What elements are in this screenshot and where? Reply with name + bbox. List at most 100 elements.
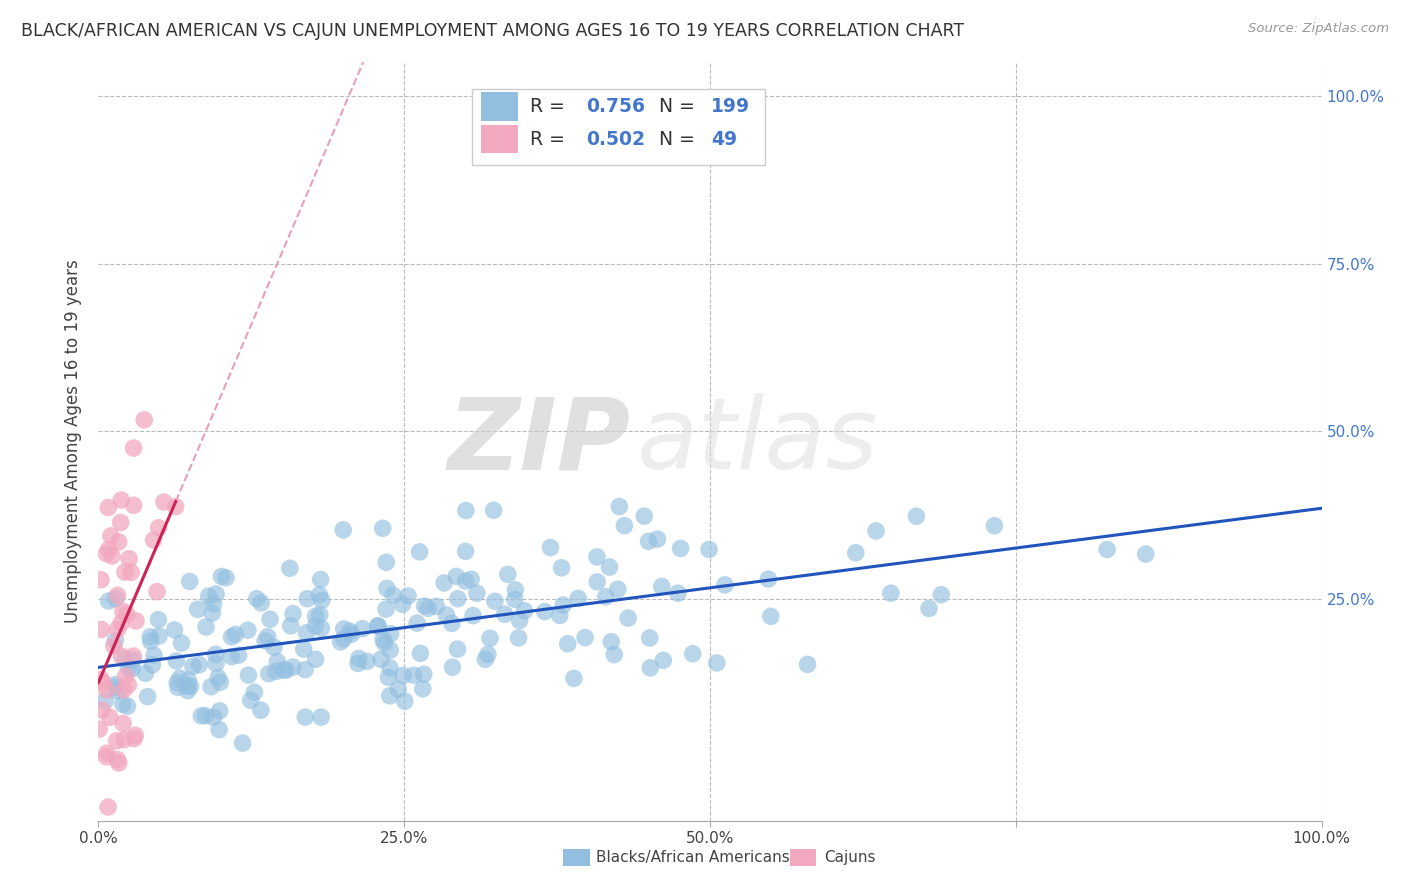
Point bbox=[441, 660, 464, 674]
Point bbox=[110, 516, 132, 530]
Point bbox=[112, 732, 135, 747]
Point bbox=[259, 612, 281, 626]
Point bbox=[195, 620, 218, 634]
Text: R =: R = bbox=[530, 129, 571, 149]
Point bbox=[165, 500, 187, 514]
Point bbox=[221, 649, 243, 664]
Point bbox=[125, 614, 148, 628]
Point bbox=[378, 689, 401, 703]
Point bbox=[347, 651, 370, 665]
Point bbox=[97, 800, 120, 814]
Point bbox=[371, 632, 394, 647]
Point bbox=[187, 602, 209, 616]
Point bbox=[647, 532, 669, 546]
Text: N =: N = bbox=[658, 97, 700, 116]
Point bbox=[142, 533, 165, 547]
Point bbox=[402, 668, 425, 682]
Point bbox=[107, 756, 129, 770]
Text: 199: 199 bbox=[711, 97, 751, 116]
Point bbox=[380, 626, 402, 640]
Point bbox=[378, 661, 401, 675]
Point bbox=[91, 703, 114, 717]
Point bbox=[332, 523, 354, 537]
Point bbox=[117, 678, 139, 692]
Point bbox=[380, 643, 402, 657]
Point bbox=[250, 703, 273, 717]
Point bbox=[714, 578, 737, 592]
Point bbox=[103, 639, 125, 653]
Point bbox=[122, 441, 145, 455]
Point bbox=[180, 679, 202, 693]
Point bbox=[845, 546, 868, 560]
Point bbox=[148, 613, 170, 627]
Point bbox=[339, 624, 361, 639]
Point bbox=[205, 657, 228, 671]
Point bbox=[115, 607, 138, 622]
Point bbox=[239, 693, 262, 707]
Point bbox=[190, 709, 212, 723]
Point bbox=[120, 566, 142, 580]
Point bbox=[617, 611, 640, 625]
Point bbox=[607, 500, 630, 514]
Point bbox=[352, 622, 374, 636]
Point bbox=[181, 659, 204, 673]
Point bbox=[880, 586, 903, 600]
Point bbox=[107, 534, 129, 549]
Point bbox=[375, 582, 398, 596]
Point bbox=[232, 736, 254, 750]
Point bbox=[107, 753, 129, 767]
Point bbox=[509, 614, 531, 628]
Point bbox=[540, 541, 562, 555]
Point bbox=[97, 542, 120, 557]
Text: Blacks/African Americans: Blacks/African Americans bbox=[596, 850, 790, 865]
Point bbox=[110, 615, 132, 630]
Point bbox=[706, 656, 728, 670]
Point bbox=[586, 549, 609, 564]
Point bbox=[682, 647, 704, 661]
Point bbox=[134, 666, 156, 681]
Point bbox=[562, 672, 585, 686]
Point bbox=[447, 591, 470, 606]
Point bbox=[141, 657, 163, 672]
Point bbox=[595, 590, 617, 604]
Point bbox=[929, 588, 952, 602]
Point bbox=[97, 500, 120, 515]
Point bbox=[112, 682, 135, 697]
Point bbox=[200, 680, 222, 694]
Point bbox=[118, 551, 141, 566]
Point bbox=[637, 534, 659, 549]
Point bbox=[197, 589, 219, 603]
Point bbox=[408, 545, 430, 559]
Point bbox=[586, 574, 609, 589]
Point bbox=[409, 646, 432, 660]
Point bbox=[557, 637, 579, 651]
Point bbox=[1135, 547, 1157, 561]
Point bbox=[114, 565, 136, 579]
Text: R =: R = bbox=[530, 97, 571, 116]
Point bbox=[194, 708, 217, 723]
Point bbox=[201, 606, 224, 620]
Point bbox=[266, 655, 288, 669]
Point bbox=[294, 710, 316, 724]
Point bbox=[263, 640, 285, 655]
Point bbox=[139, 634, 162, 648]
Point bbox=[148, 629, 170, 643]
Point bbox=[90, 573, 112, 587]
Point bbox=[412, 667, 434, 681]
Point bbox=[505, 582, 527, 597]
Point bbox=[98, 710, 121, 724]
Text: ZIP: ZIP bbox=[447, 393, 630, 490]
Point bbox=[548, 608, 571, 623]
Point bbox=[309, 710, 332, 724]
Point bbox=[413, 599, 436, 613]
Point bbox=[304, 619, 326, 633]
Point bbox=[484, 594, 506, 608]
Point bbox=[333, 622, 356, 636]
Point bbox=[209, 675, 232, 690]
Point bbox=[633, 509, 655, 524]
Point bbox=[533, 605, 555, 619]
Point bbox=[550, 561, 572, 575]
Point bbox=[111, 697, 134, 711]
Point bbox=[246, 591, 269, 606]
Point bbox=[177, 679, 200, 693]
